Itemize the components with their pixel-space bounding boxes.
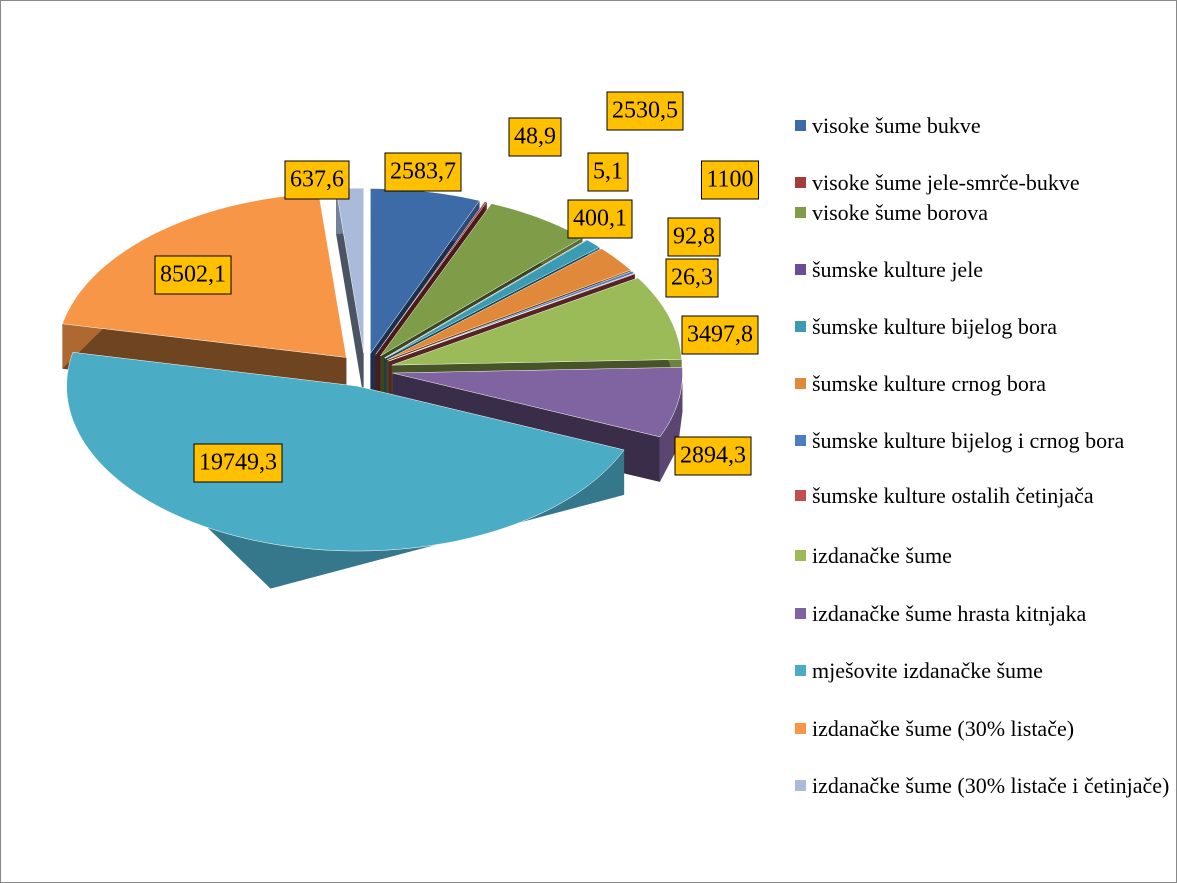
slice-wall [336, 188, 364, 399]
legend-item: izdanačke šume (30% listače i četinjače) [795, 773, 1174, 798]
legend-label: izdanačke šume hrasta kitnjaka [812, 601, 1087, 626]
legend-swatch [795, 321, 806, 332]
data-label: 92,8 [673, 224, 715, 250]
slice [384, 239, 600, 359]
legend-swatch [795, 120, 806, 131]
data-label: 2530,5 [612, 98, 678, 124]
data-label: 1100 [706, 167, 753, 193]
data-label-box [674, 436, 752, 476]
legend-label: šumske kulture jele [812, 257, 984, 282]
legend-swatch [795, 608, 806, 619]
data-label: 2583,7 [390, 159, 456, 185]
data-label-box [284, 160, 350, 200]
legend-label: izdanačke šume (30% listače) [812, 716, 1075, 741]
data-label-box [567, 199, 633, 239]
pie-tops [62, 187, 683, 552]
legend-label: šumske kulture bijelog i crnog bora [812, 428, 1125, 453]
slice [375, 201, 488, 355]
legend-swatch [795, 207, 806, 218]
legend-item: visoke šume bukve [795, 113, 1174, 138]
slice [392, 367, 683, 438]
data-label: 637,6 [290, 167, 344, 193]
slice [370, 188, 480, 355]
legend-label: visoke šume jele-smrče-bukve [812, 170, 1080, 195]
legend-item: šumske kulture bijelog i crnog bora [795, 428, 1174, 453]
data-label: 26,3 [671, 265, 713, 291]
slice [66, 352, 625, 552]
data-label-box [384, 152, 462, 192]
slice [388, 273, 636, 362]
slice [391, 277, 682, 366]
data-label-box [667, 217, 721, 257]
legend-swatch [795, 780, 806, 791]
legend-item: izdanačke šume [795, 543, 1174, 568]
data-label: 2894,3 [680, 443, 746, 469]
data-label-box [606, 91, 684, 131]
legend-swatch [795, 665, 806, 676]
data-label-box [508, 117, 562, 157]
data-label: 5,1 [593, 159, 623, 185]
legend-label: šumske kulture bijelog bora [812, 314, 1058, 339]
slice-side [659, 367, 683, 482]
legend-swatch [795, 378, 806, 389]
legend-label: izdanačke šume [812, 543, 952, 568]
legend-swatch [795, 435, 806, 446]
data-label: 19749,3 [199, 450, 277, 476]
data-label: 8502,1 [160, 262, 226, 288]
legend-label: šumske kulture crnog bora [812, 371, 1046, 396]
legend-swatch [795, 550, 806, 561]
legend-swatch [795, 264, 806, 275]
legend-label: šumske kulture ostalih četinjača [812, 483, 1094, 508]
data-label-box [665, 258, 719, 298]
data-label-box [681, 315, 759, 355]
legend-item: šumske kulture crnog bora [795, 371, 1174, 396]
legend-item: šumske kulture bijelog bora [795, 314, 1174, 339]
legend-swatch [795, 177, 806, 188]
data-label-box [193, 443, 283, 483]
data-label-box [700, 160, 760, 200]
legend-item: izdanačke šume (30% listače) [795, 716, 1174, 741]
data-label: 48,9 [514, 124, 556, 150]
slice [387, 248, 632, 360]
legend-swatch [795, 723, 806, 734]
legend-swatch [795, 490, 806, 501]
legend-item: visoke šume jele-smrče-bukve [795, 170, 1174, 195]
legend-item: šumske kulture ostalih četinjača [795, 483, 1174, 508]
slice [384, 239, 588, 359]
legend-item: mješovite izdanačke šume [795, 658, 1174, 683]
legend-label: visoke šume bukve [812, 113, 981, 138]
legend-item: izdanačke šume hrasta kitnjaka [795, 601, 1174, 626]
data-label: 3497,8 [687, 322, 753, 348]
legend-label: visoke šume borova [812, 200, 988, 225]
legend-label: izdanačke šume (30% listače i četinjače) [812, 773, 1170, 798]
data-label-box [154, 255, 232, 295]
legend-label: mješovite izdanačke šume [812, 658, 1043, 683]
data-label: 400,1 [573, 206, 627, 232]
legend-item: visoke šume borova [795, 200, 1174, 225]
data-label-box [587, 152, 629, 192]
legend-item: šumske kulture jele [795, 257, 1174, 282]
